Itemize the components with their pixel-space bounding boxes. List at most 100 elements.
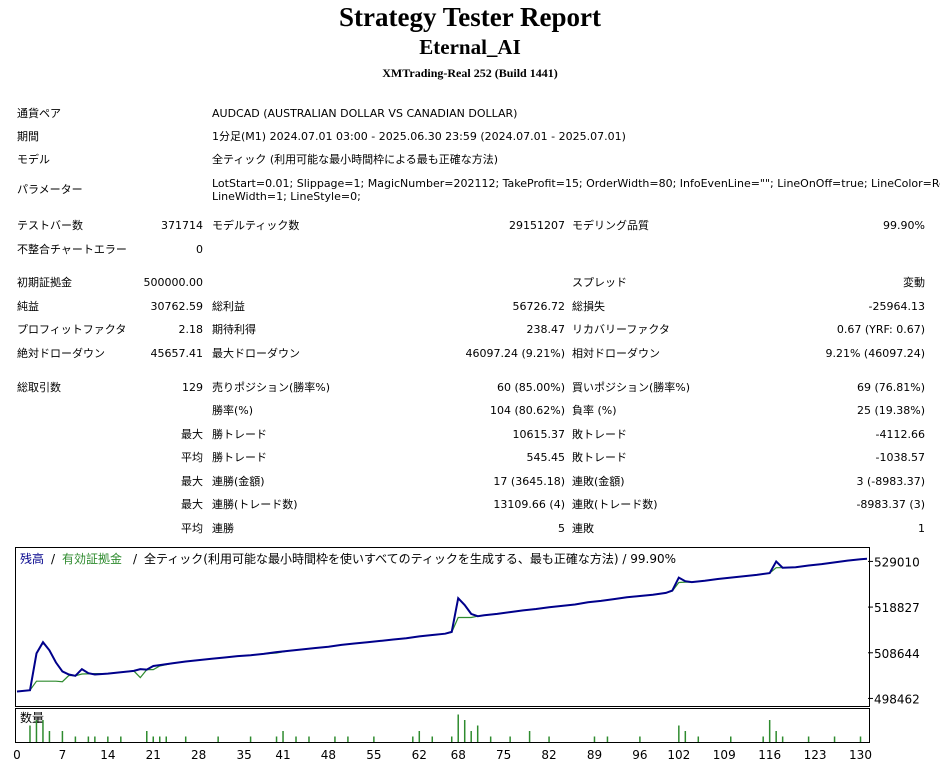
x-tick-label: 0 [13,748,21,761]
profit-factor-label: プロフィットファクタ [17,323,127,336]
x-tick-label: 68 [451,748,466,761]
model-label: モデル [17,153,50,166]
quality-value: 99.90% [883,219,925,232]
gross-profit-label: 総利益 [212,300,245,313]
detail-win-value: 13109.66 (4) [493,498,565,511]
bars-label: テストバー数 [17,219,83,232]
detail-loss-value: 1 [918,522,925,535]
y-tick-label: 518827 [874,601,920,615]
win-rate-value: 104 (80.62%) [489,404,565,417]
abs-drawdown-value: 45657.41 [150,347,204,360]
expected-payoff-label: 期待利得 [212,323,256,336]
deposit-value: 500000.00 [143,276,204,289]
expected-payoff-value: 238.47 [526,323,566,336]
detail-win-value: 545.45 [526,451,566,464]
detail-win-value: 10615.37 [512,428,566,441]
spread-value: 変動 [903,276,925,289]
deposit-label: 初期証拠金 [17,276,72,289]
mismatch-value: 0 [196,243,203,256]
loss-rate-value: 25 (19.38%) [856,404,925,417]
symbol-label: 通貨ペア [17,107,61,120]
detail-win-label: 連勝(金額) [212,475,265,488]
detail-win-label: 勝トレード [212,428,267,441]
bars-value: 371714 [161,219,203,232]
report-title: Strategy Tester Report [339,2,601,32]
detail-loss-value: -4112.66 [875,428,925,441]
ticks-label: モデルティック数 [212,219,300,232]
x-tick-label: 41 [275,748,290,761]
equity-line [16,558,868,693]
period-label: 期間 [17,130,39,143]
x-tick-label: 48 [321,748,336,761]
detail-win-value: 17 (3645.18) [493,475,565,488]
short-positions-value: 60 (85.00%) [496,381,565,394]
detail-loss-value: -8983.37 (3) [856,498,925,511]
x-tick-label: 55 [366,748,381,761]
net-profit-value: 30762.59 [150,300,204,313]
detail-loss-value: -1038.57 [875,451,925,464]
y-tick-label: 498462 [874,692,920,706]
legend-equity: 有効証拠金 [62,551,122,566]
detail-prefix: 最大 [181,498,203,511]
y-tick-label: 529010 [874,555,920,569]
ticks-value: 29151207 [509,219,565,232]
x-tick-label: 96 [632,748,647,761]
volume-chart-area [15,708,870,743]
symbol-value: AUDCAD (AUSTRALIAN DOLLAR VS CANADIAN DO… [212,107,518,120]
legend-description: 全ティック(利用可能な最小時間枠を使いすべてのティックを生成する、最も正確な方法… [144,551,676,566]
x-tick-label: 14 [100,748,115,761]
gross-loss-label: 総損失 [572,300,605,313]
mismatch-label: 不整合チャートエラー [17,243,127,256]
detail-win-label: 勝トレード [212,451,267,464]
parameters-label: パラメーター [17,183,83,196]
short-positions-label: 売りポジション(勝率%) [212,381,331,394]
long-positions-value: 69 (76.81%) [856,381,925,394]
period-value: 1分足(M1) 2024.07.01 03:00 - 2025.06.30 23… [212,130,626,143]
x-tick-label: 7 [59,748,67,761]
detail-loss-label: 敗トレード [572,428,627,441]
x-tick-label: 116 [758,748,781,761]
balance-chart-area [15,547,870,707]
x-tick-label: 28 [191,748,206,761]
detail-win-label: 連勝(トレード数) [212,498,298,511]
y-tick-label: 508644 [874,647,920,661]
detail-prefix: 最大 [181,428,203,441]
gross-loss-value: -25964.13 [868,300,925,313]
total-trades-value: 129 [182,381,203,394]
detail-prefix: 平均 [181,522,203,535]
detail-loss-label: 敗トレード [572,451,627,464]
detail-loss-label: 連敗 [572,522,594,535]
spread-label: スプレッド [572,276,627,289]
parameters-value: LotStart=0.01; Slippage=1; MagicNumber=2… [212,177,940,190]
detail-loss-label: 連敗(トレード数) [572,498,658,511]
net-profit-label: 純益 [17,300,39,313]
x-tick-label: 123 [804,748,827,761]
total-trades-label: 総取引数 [17,381,61,394]
rel-drawdown-value: 9.21% (46097.24) [825,347,925,360]
model-value: 全ティック (利用可能な最小時間枠による最も正確な方法) [212,153,499,166]
x-tick-label: 109 [713,748,736,761]
x-tick-label: 35 [236,748,251,761]
expert-name: Eternal_AI [419,35,521,59]
legend-separator: / [133,552,138,566]
parameters-value-line2: LineWidth=1; LineStyle=0; [212,190,361,203]
recovery-factor-label: リカバリーファクタ [572,323,670,336]
detail-prefix: 平均 [181,451,203,464]
detail-loss-value: 3 (-8983.37) [856,475,925,488]
balance-line [16,557,868,693]
detail-win-label: 連勝 [212,522,234,535]
detail-loss-label: 連敗(金額) [572,475,625,488]
x-tick-label: 130 [849,748,872,761]
abs-drawdown-label: 絶対ドローダウン [17,347,105,360]
x-tick-label: 82 [541,748,556,761]
rel-drawdown-label: 相対ドローダウン [572,347,660,360]
legend-balance: 残高 [20,551,44,566]
server-build: XMTrading-Real 252 (Build 1441) [382,66,558,80]
detail-win-value: 5 [558,522,565,535]
x-tick-label: 21 [146,748,161,761]
x-tick-label: 75 [496,748,511,761]
gross-profit-value: 56726.72 [512,300,566,313]
detail-prefix: 最大 [181,475,203,488]
max-drawdown-value: 46097.24 (9.21%) [465,347,565,360]
